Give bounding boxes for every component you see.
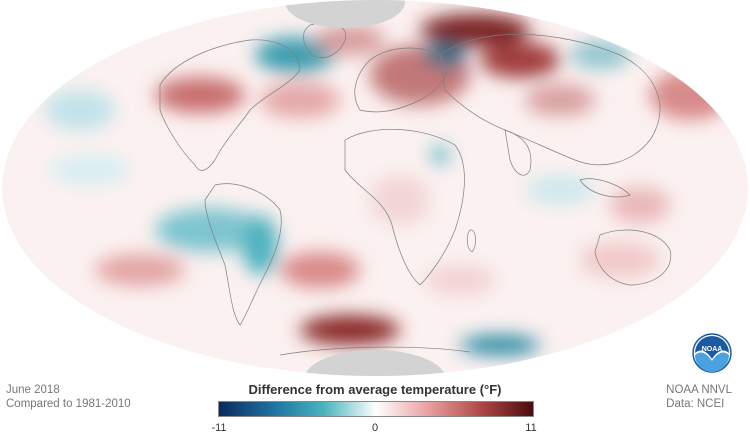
madagascar-outline: [466, 229, 476, 253]
north-america-outline: [159, 39, 301, 171]
north-polar-cap: [285, 0, 405, 28]
asia-outline: [439, 34, 661, 166]
credit-data-source: Data: NCEI: [666, 398, 725, 410]
globe: [2, 0, 748, 376]
coastlines: [159, 22, 672, 356]
legend-tick-min: -11: [211, 422, 227, 434]
south-polar-cap: [305, 350, 445, 376]
caption-baseline: Compared to 1981-2010: [6, 398, 131, 410]
map-caption: June 2018 Compared to 1981-2010: [6, 383, 131, 411]
europe-outline: [354, 47, 447, 113]
credit: NOAA NNVL Data: NCEI: [666, 383, 732, 411]
legend-tick-max: 11: [525, 422, 537, 434]
antarctica-outline: [279, 346, 471, 356]
credit-agency: NOAA NNVL: [666, 384, 732, 396]
logo-text: NOAA: [702, 346, 723, 353]
noaa-logo-icon: NOAA: [692, 333, 732, 373]
australia-outline: [594, 229, 672, 286]
legend-tick-zero: 0: [371, 422, 379, 434]
legend-color-bar: [218, 401, 534, 417]
anomaly-field: [45, 14, 730, 355]
india-outline: [504, 129, 532, 176]
legend-title: Difference from average temperature (°F): [248, 382, 502, 397]
caption-date: June 2018: [6, 384, 60, 396]
world-map-svg: [2, 0, 748, 376]
south-america-outline: [204, 183, 282, 326]
africa-outline: [344, 128, 465, 286]
indonesia-outline: [579, 178, 631, 198]
